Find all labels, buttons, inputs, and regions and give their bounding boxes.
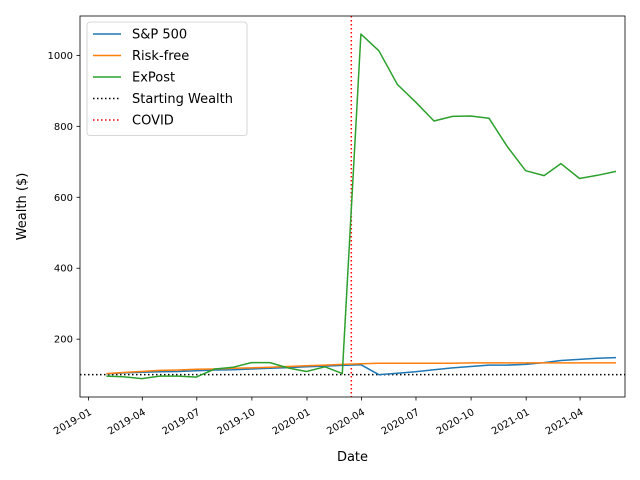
- legend-label-s-p-500: S&P 500: [132, 28, 187, 43]
- legend-label-risk-free: Risk-free: [132, 49, 189, 64]
- y-axis: 200 400 600 800 1000: [48, 51, 80, 346]
- y-tick-label: 800: [54, 122, 73, 133]
- series-line-expost: [106, 33, 617, 380]
- legend-label-starting-wealth: Starting Wealth: [132, 92, 233, 107]
- legend-label-covid: COVID: [132, 114, 174, 129]
- y-tick-label: 1000: [48, 51, 73, 62]
- x-axis-label: Date: [337, 450, 368, 465]
- legend: S&P 500 Risk-free ExPost Starting Wealth COV…: [86, 21, 248, 136]
- y-axis-label: Wealth ($): [15, 173, 30, 241]
- y-tick-label: 400: [54, 264, 73, 275]
- y-tick-label: 200: [54, 335, 73, 346]
- plot-area: [80, 16, 625, 397]
- legend-label-expost: ExPost: [132, 71, 175, 86]
- series-line-s-p-500: [106, 356, 617, 376]
- legend-box: [86, 21, 248, 136]
- plot-frame: [79, 15, 626, 398]
- y-tick-label: 600: [54, 193, 73, 204]
- series-line-risk-free: [106, 362, 616, 375]
